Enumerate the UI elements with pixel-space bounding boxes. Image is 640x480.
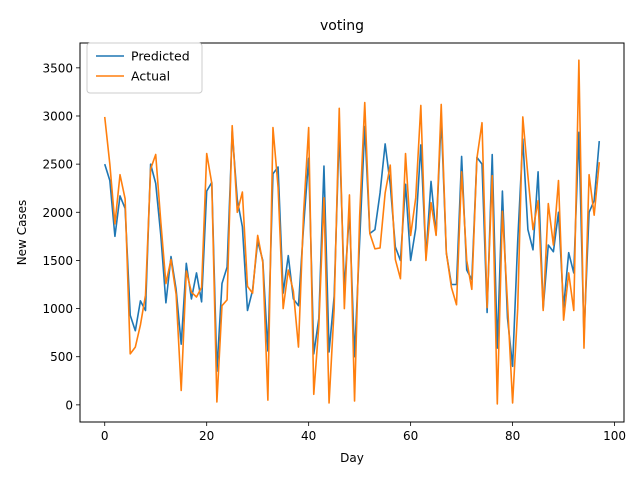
y-axis: 0 500 1000 1500 2000 2500 3000 3500 (42, 61, 80, 412)
y-tick-label: 500 (50, 350, 73, 364)
legend-label-actual: Actual (131, 69, 170, 84)
x-tick-label: 80 (505, 429, 520, 443)
y-axis-label: New Cases (15, 200, 29, 266)
x-tick-label: 0 (101, 429, 109, 443)
y-tick-label: 2500 (42, 158, 73, 172)
legend: Predicted Actual (86, 42, 203, 94)
x-tick-label: 40 (301, 429, 316, 443)
axes-frame (79, 42, 625, 423)
plot-area (79, 42, 625, 423)
x-tick-label: 100 (603, 429, 626, 443)
y-tick-label: 2000 (42, 206, 73, 220)
x-axis-label: Day (340, 451, 364, 465)
series-line-actual (103, 59, 601, 405)
y-tick-label: 0 (65, 398, 73, 412)
y-tick-label: 3500 (42, 61, 73, 75)
y-tick-label: 1000 (42, 302, 73, 316)
series-layer (103, 59, 601, 405)
chart-title: voting (320, 18, 364, 34)
x-tick-label: 60 (403, 429, 418, 443)
y-tick-label: 3000 (42, 109, 73, 123)
legend-label-predicted: Predicted (131, 49, 190, 64)
x-tick-label: 20 (199, 429, 214, 443)
y-tick-label: 1500 (42, 254, 73, 268)
x-axis: 0 20 40 60 80 100 (101, 422, 626, 443)
